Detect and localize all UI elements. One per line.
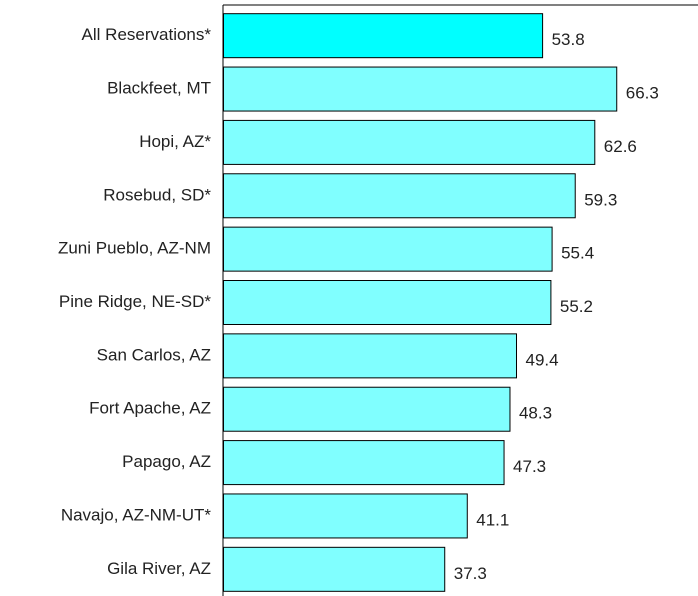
bar [223, 173, 576, 219]
bar [223, 66, 618, 112]
category-label: Zuni Pueblo, AZ-NM [58, 239, 211, 258]
bar [223, 493, 468, 539]
value-label: 62.6 [604, 137, 637, 156]
category-label: Navajo, AZ-NM-UT* [61, 505, 212, 524]
bar [223, 13, 544, 59]
category-label: Hopi, AZ* [139, 132, 211, 151]
category-label: San Carlos, AZ [97, 345, 211, 364]
category-label: Fort Apache, AZ [89, 399, 211, 418]
value-label: 59.3 [584, 190, 617, 209]
value-label: 47.3 [513, 457, 546, 476]
value-label: 55.4 [561, 244, 594, 263]
bar [223, 280, 552, 325]
bar [223, 333, 518, 379]
value-label: 41.1 [476, 510, 509, 529]
category-label: Pine Ridge, NE-SD* [59, 292, 212, 311]
value-label: 53.8 [552, 30, 585, 49]
value-label: 37.3 [454, 564, 487, 583]
value-label: 66.3 [626, 84, 659, 103]
bar [223, 546, 446, 592]
bar [223, 119, 596, 165]
category-label: Rosebud, SD* [103, 185, 211, 204]
category-label: All Reservations* [82, 25, 212, 44]
bar [223, 226, 553, 272]
value-label: 48.3 [519, 404, 552, 423]
category-label: Papago, AZ [122, 452, 211, 471]
value-label: 49.4 [526, 350, 559, 369]
category-label: Gila River, AZ [107, 559, 211, 578]
bar [223, 440, 505, 486]
category-label: Blackfeet, MT [107, 79, 211, 98]
value-label: 55.2 [560, 297, 593, 316]
bar [223, 386, 511, 432]
